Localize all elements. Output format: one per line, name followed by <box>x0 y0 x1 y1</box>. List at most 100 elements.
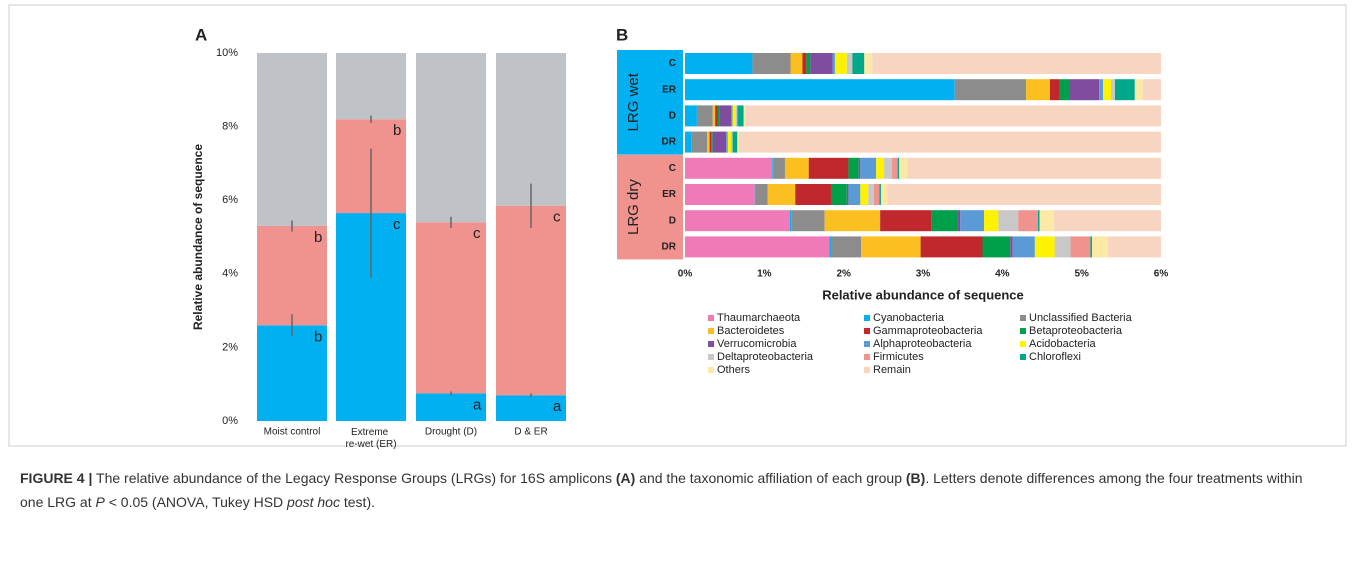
bar-segment <box>860 184 869 205</box>
bar-segment <box>984 210 999 232</box>
bar-segment <box>884 157 893 179</box>
legend-label: Gammaproteobacteria <box>873 325 983 337</box>
bar-segment <box>791 210 825 232</box>
bar-segment <box>880 184 888 205</box>
bar-segment <box>897 157 900 179</box>
caption-text: The relative abundance of the Legacy Res… <box>92 470 616 486</box>
bar-segment <box>873 184 880 205</box>
legend-label: Betaproteobacteria <box>1029 325 1123 337</box>
bar-segment <box>732 105 736 127</box>
bar-segment <box>1142 79 1161 101</box>
bar-segment <box>257 325 327 421</box>
bar-segment <box>982 236 1011 258</box>
bar-segment <box>899 157 908 179</box>
legend-swatch <box>1020 315 1026 321</box>
caption-text: post hoc <box>287 494 340 510</box>
y-axis-title: Relative abundance of sequence <box>191 144 205 330</box>
bar-segment <box>685 236 830 258</box>
y-tick-label: 4% <box>222 268 238 280</box>
group-box <box>617 154 683 260</box>
bar-segment <box>416 53 486 223</box>
row-label: ER <box>662 84 677 95</box>
bar-segment <box>832 53 835 74</box>
bar-segment <box>1026 79 1050 101</box>
legend-label: Unclassified Bacteria <box>1029 312 1133 324</box>
legend-swatch <box>1020 328 1026 334</box>
significance-letter: b <box>314 328 322 345</box>
x-tick-label: Drought (D) <box>425 427 477 438</box>
bar-segment <box>848 184 861 205</box>
bar-segment <box>712 131 727 153</box>
bar-segment <box>685 105 697 127</box>
bar-segment <box>1059 79 1069 101</box>
x-tick-label: 3% <box>916 269 931 280</box>
bar-segment <box>790 53 803 74</box>
legend-label: Others <box>717 364 751 376</box>
legend-swatch <box>708 328 714 334</box>
legend-label: Remain <box>873 364 911 376</box>
significance-letter: c <box>473 225 481 242</box>
bar-segment <box>879 184 881 205</box>
bar-segment <box>1068 79 1100 101</box>
bar-segment <box>731 131 733 153</box>
bar-segment <box>1053 210 1161 232</box>
caption: FIGURE 4 | The relative abundance of the… <box>20 466 1320 514</box>
bar-segment <box>257 225 327 326</box>
bar-segment <box>711 131 713 153</box>
caption-text: P <box>95 494 105 510</box>
bar-segment <box>795 184 831 205</box>
caption-text: FIGURE 4 | <box>20 470 93 486</box>
legend-swatch <box>864 354 870 360</box>
caption-text: test). <box>339 494 375 510</box>
bar-segment <box>743 105 746 127</box>
significance-letter: c <box>393 216 401 233</box>
legend-label: Verrucomicrobia <box>717 338 797 350</box>
bar-segment <box>696 105 713 127</box>
bar-segment <box>685 210 790 232</box>
x-tick-label: 5% <box>1074 269 1089 280</box>
y-tick-label: 0% <box>222 415 238 427</box>
bar-segment <box>830 236 862 258</box>
bar-segment <box>685 157 773 179</box>
bar-segment <box>860 157 877 179</box>
x-tick-label: 4% <box>995 269 1010 280</box>
bar-segment <box>876 157 885 179</box>
bar-segment <box>1114 79 1135 101</box>
bar-segment <box>715 105 718 127</box>
caption-text: and the taxonomic affiliation of each gr… <box>635 470 906 486</box>
bar-segment <box>852 53 865 74</box>
bar-segment <box>1070 236 1091 258</box>
bar-segment <box>802 53 807 74</box>
bar-segment <box>685 184 755 205</box>
bar-segment <box>858 157 861 179</box>
y-tick-label: 6% <box>222 194 238 206</box>
bar-segment <box>957 210 961 232</box>
bar-segment <box>1107 236 1161 258</box>
row-label: DR <box>662 137 677 148</box>
bar-segment <box>726 131 728 153</box>
bar-segment <box>738 131 1161 153</box>
bar-segment <box>1034 236 1055 258</box>
x-tick-label: Extreme re-wet (ER) <box>345 427 396 450</box>
bar-segment <box>755 184 768 205</box>
legend-swatch <box>864 341 870 347</box>
bar-segment <box>1103 79 1112 101</box>
legend-swatch <box>708 341 714 347</box>
bar-segment <box>257 53 327 226</box>
bar-segment <box>907 157 1161 179</box>
legend-label: Acidobacteria <box>1029 338 1097 350</box>
bar-segment <box>960 210 985 232</box>
bar-segment <box>1018 210 1039 232</box>
x-tick-label: 1% <box>757 269 772 280</box>
row-label: D <box>669 111 676 122</box>
caption-text: . Letters denote differences among the f… <box>20 470 1307 510</box>
significance-letter: a <box>473 396 482 413</box>
x-tick-label: 0% <box>678 269 693 280</box>
bar-segment <box>685 79 955 101</box>
bar-segment <box>834 53 847 74</box>
bar-segment <box>717 105 720 127</box>
bar-segment <box>830 184 847 205</box>
bar-segment <box>685 131 692 153</box>
bar-segment <box>336 53 406 120</box>
